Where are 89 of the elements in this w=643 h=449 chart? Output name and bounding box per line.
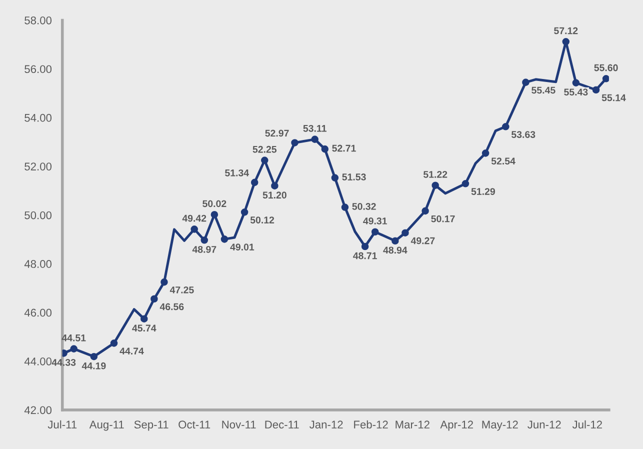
point (70, 345, 78, 352)
point (240, 208, 248, 216)
data-label: 53.11 (303, 124, 326, 132)
y-tick-label: 56.00 (24, 65, 52, 74)
data-label: 44.51 (62, 334, 86, 342)
point (361, 242, 369, 250)
data-label: 52.71 (332, 144, 356, 152)
x-tick-label: Apr-12 (440, 420, 473, 431)
point (220, 236, 228, 243)
point (110, 340, 118, 347)
point (402, 229, 409, 236)
data-label: 51.29 (471, 188, 495, 195)
y-tick-label: 46.00 (24, 308, 52, 317)
data-label: 57.12 (554, 27, 578, 34)
data-label: 52.54 (491, 158, 516, 165)
point (592, 86, 600, 94)
x-tick-label: Jul-11 (48, 420, 77, 429)
point (271, 182, 278, 190)
x-tick-label: Oct-11 (178, 420, 210, 429)
point (432, 182, 439, 189)
point (522, 78, 530, 86)
point (572, 79, 580, 86)
y-tick-label: 58.00 (24, 16, 52, 24)
data-label: 53.63 (511, 131, 536, 138)
x-tick-label: Feb-12 (354, 420, 388, 429)
y-tick-label: 52.00 (24, 162, 52, 170)
data-label: 51.22 (423, 170, 448, 178)
y-tick-label: 42.00 (24, 406, 52, 414)
data-label: 49.01 (230, 244, 254, 250)
data-label: 47.25 (170, 286, 194, 294)
point (190, 226, 198, 233)
data-label: 44.74 (120, 348, 144, 354)
point (291, 139, 298, 146)
y-tick-label: 50.00 (24, 211, 52, 220)
point (140, 315, 148, 322)
point (562, 38, 570, 46)
point (90, 352, 98, 360)
data-label: 51.34 (225, 169, 249, 176)
data-label: 49.27 (410, 237, 435, 244)
data-label: 50.12 (250, 216, 274, 224)
x-tick-label: Aug-11 (89, 420, 124, 431)
x-tick-label: Jun-12 (528, 420, 561, 429)
data-label: 50.02 (202, 200, 226, 208)
data-label: 48.71 (353, 252, 377, 260)
x-tick-label: Jul-12 (572, 420, 602, 429)
data-label: 46.56 (160, 303, 184, 310)
data-label: 50.17 (431, 215, 455, 222)
point (422, 207, 429, 215)
x-tick-label: Sep-11 (134, 420, 168, 431)
data-label: 55.45 (532, 86, 556, 94)
data-label: 49.42 (182, 214, 206, 222)
x-tick-label: May-12 (482, 420, 518, 431)
point (200, 236, 208, 244)
data-label: 55.43 (564, 88, 588, 96)
data-label: 55.60 (594, 64, 618, 72)
y-tick-label: 44.00 (24, 357, 52, 366)
point (392, 237, 399, 245)
data-label: 50.32 (352, 203, 376, 210)
data-label: 49.31 (363, 218, 387, 224)
point (311, 136, 318, 143)
data-label: 44.19 (82, 362, 106, 370)
point (482, 150, 490, 157)
data-label: 44.33 (52, 358, 76, 366)
data-label: 51.53 (342, 174, 366, 180)
x-tick-label: Jan-12 (310, 420, 343, 429)
y-tick-label: 48.00 (24, 260, 52, 268)
data-label: 52.97 (265, 130, 289, 137)
data-label: 48.94 (383, 246, 408, 254)
y-tick-label: 54.00 (24, 114, 52, 122)
point (371, 228, 379, 236)
point (210, 210, 218, 218)
point (160, 278, 168, 286)
point (331, 174, 339, 182)
data-label: 52.25 (252, 146, 277, 153)
point (462, 180, 470, 188)
x-tick-label: Dec-11 (265, 420, 299, 429)
point (250, 178, 258, 186)
point (602, 75, 609, 82)
data-label: 55.14 (602, 94, 626, 102)
point (502, 123, 510, 130)
point (341, 204, 349, 211)
data-label: 45.74 (132, 324, 156, 332)
x-tick-label: Mar-12 (396, 420, 430, 429)
data-label: 51.20 (262, 192, 286, 199)
point (150, 295, 158, 303)
point (321, 145, 329, 153)
x-tick-label: Nov-11 (222, 420, 256, 429)
point (260, 156, 268, 164)
data-label: 48.97 (192, 246, 216, 253)
